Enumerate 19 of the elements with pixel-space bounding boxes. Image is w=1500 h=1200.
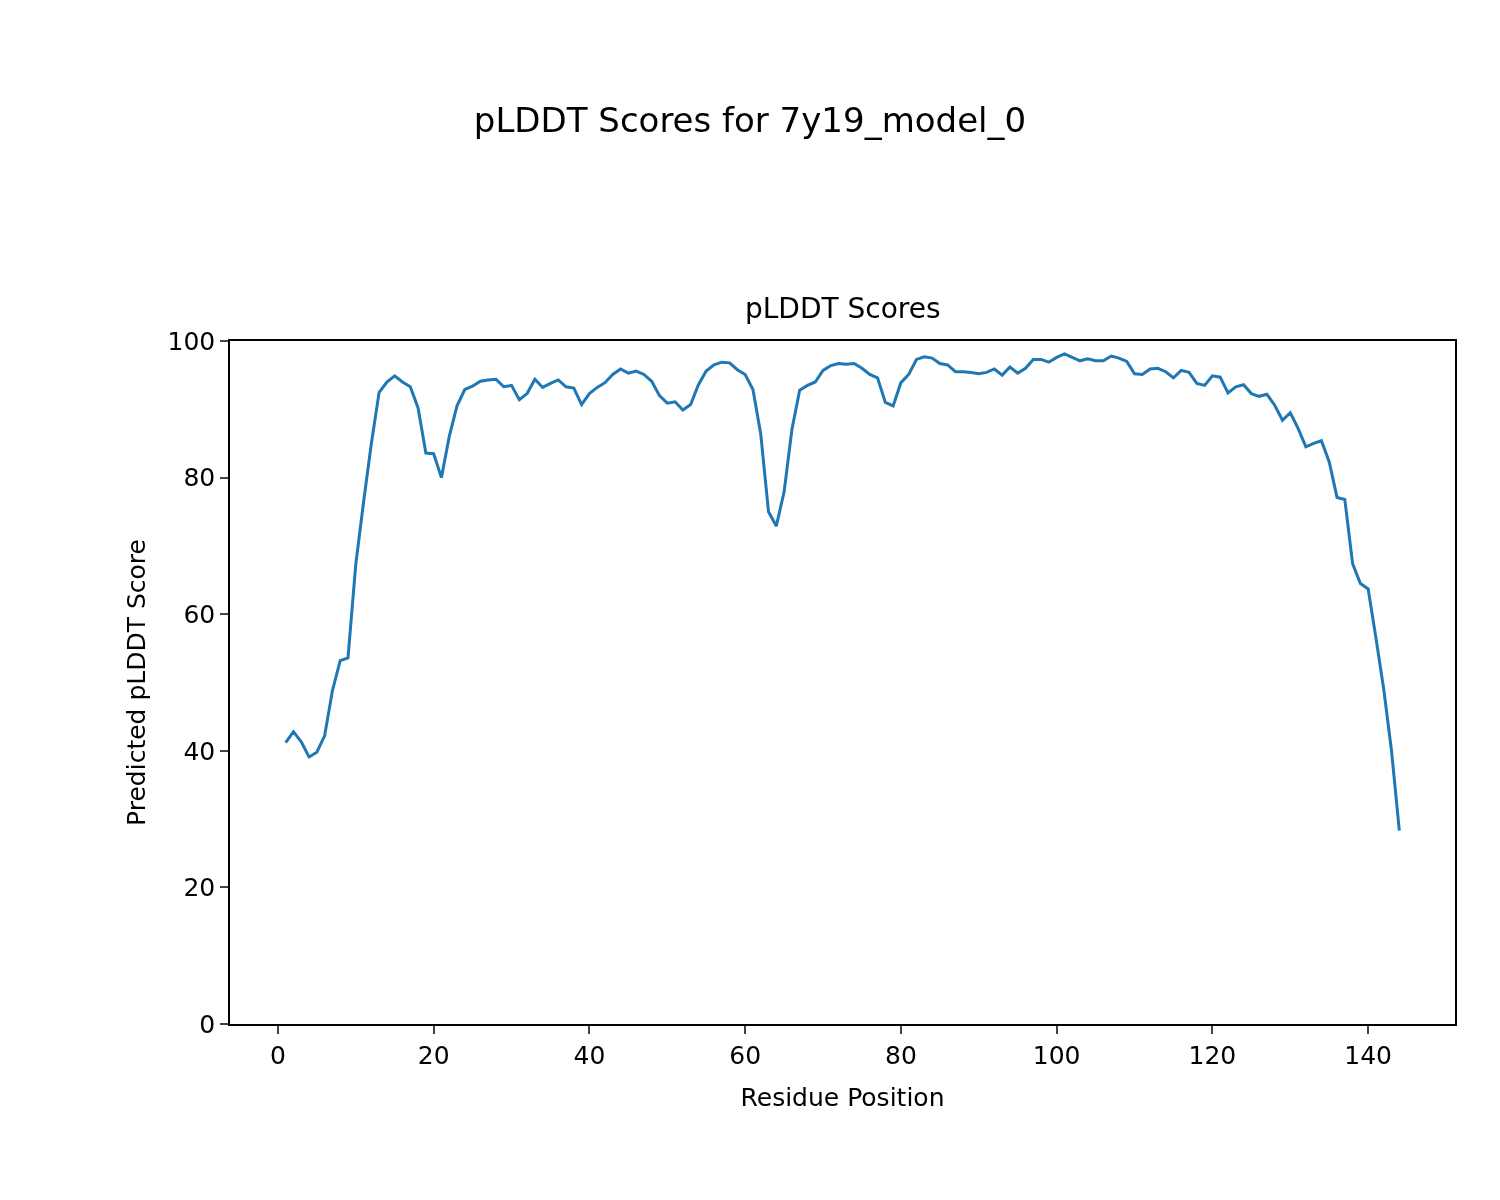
y-tick-label: 40 xyxy=(183,736,216,766)
line-series xyxy=(284,352,1401,833)
x-axis-title: Residue Position xyxy=(740,1083,945,1113)
y-tick-label: 60 xyxy=(183,599,216,629)
y-tick-label: 100 xyxy=(167,326,216,356)
chart-subtitle: pLDDT Scores xyxy=(745,292,941,325)
x-tick-label: 0 xyxy=(269,1040,286,1070)
x-tick-label: 80 xyxy=(885,1040,917,1070)
x-tick-label: 120 xyxy=(1188,1040,1237,1070)
x-tick-label: 140 xyxy=(1344,1040,1393,1070)
y-tick-label: 0 xyxy=(199,1009,216,1039)
y-tick-label: 80 xyxy=(183,463,216,493)
y-axis-title: Predicted pLDDT Score xyxy=(121,539,151,826)
x-tick-label: 20 xyxy=(417,1040,450,1070)
x-tick-label: 100 xyxy=(1032,1040,1081,1070)
y-tick-label: 20 xyxy=(183,873,216,903)
chart-title: pLDDT Scores for 7y19_model_0 xyxy=(473,99,1027,140)
x-tick-label: 40 xyxy=(573,1040,606,1070)
x-tick-label: 60 xyxy=(729,1040,762,1070)
